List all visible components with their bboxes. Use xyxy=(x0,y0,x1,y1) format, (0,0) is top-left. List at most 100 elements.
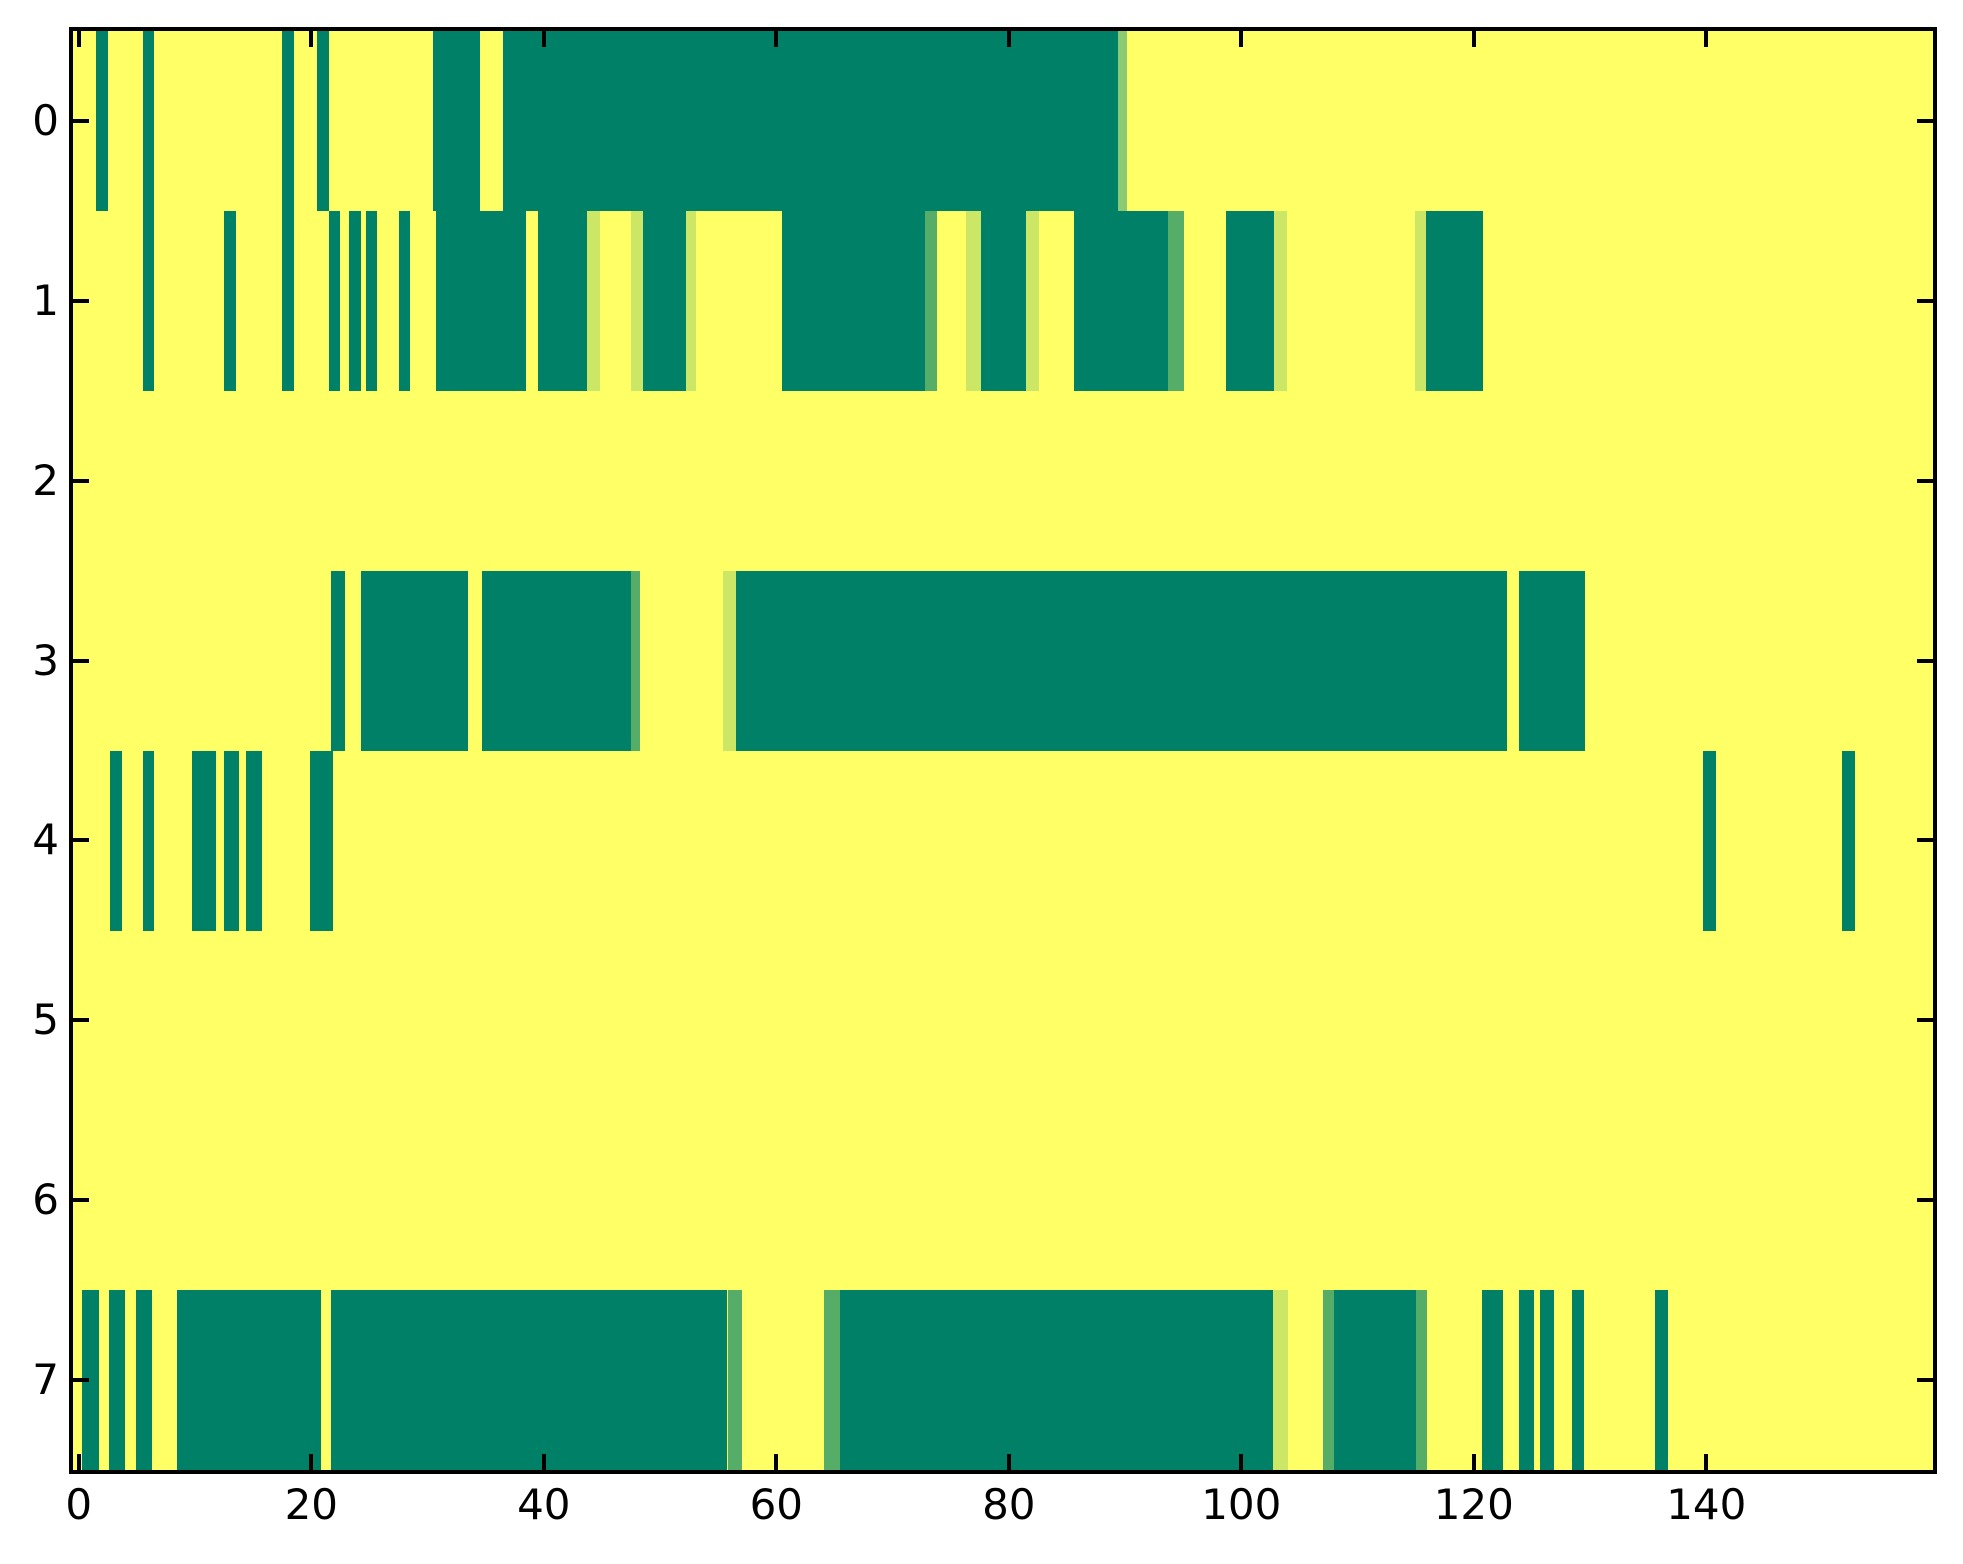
heatmap-segment xyxy=(1540,1290,1555,1470)
heatmap-segment xyxy=(1415,1290,1428,1470)
heatmap-segment xyxy=(980,210,1027,391)
heatmap-segment xyxy=(685,210,697,391)
x-tick-label: 120 xyxy=(1433,1480,1514,1529)
heatmap-segment xyxy=(503,31,1119,211)
heatmap-segment xyxy=(348,210,362,391)
x-tick-label: 20 xyxy=(284,1480,339,1529)
y-tick-right xyxy=(1917,658,1933,663)
y-tick-label: 2 xyxy=(32,455,59,505)
heatmap-segment xyxy=(176,1290,321,1470)
heatmap-segment xyxy=(1226,210,1274,391)
heatmap-segment xyxy=(282,210,294,391)
plot-frame xyxy=(69,27,1937,1474)
heatmap-segment xyxy=(398,210,411,391)
heatmap-segment xyxy=(925,210,937,391)
x-tick-label: 60 xyxy=(749,1480,804,1529)
heatmap-segment xyxy=(142,750,155,931)
heatmap-segment xyxy=(538,210,587,391)
heatmap-segment xyxy=(331,570,345,751)
heatmap-segment xyxy=(328,210,341,391)
heatmap-segment xyxy=(965,210,981,391)
heatmap-segment xyxy=(142,31,155,211)
x-tick-bottom xyxy=(1239,1454,1244,1470)
heatmap-segment xyxy=(1571,1290,1585,1470)
x-tick-label: 140 xyxy=(1666,1480,1747,1529)
y-tick-right xyxy=(1917,478,1933,483)
heatmap-segment xyxy=(224,210,236,391)
heatmap-segment xyxy=(246,750,263,931)
y-tick-label: 1 xyxy=(32,275,59,325)
heatmap-segment xyxy=(482,570,631,751)
y-tick-left xyxy=(73,478,89,483)
x-tick-top xyxy=(1704,31,1709,47)
heatmap-segment xyxy=(310,750,334,931)
heatmap-segment xyxy=(727,1290,742,1470)
y-tick-left xyxy=(73,838,89,843)
heatmap-segment xyxy=(1519,570,1586,751)
heatmap-segment xyxy=(1414,210,1427,391)
y-tick-left xyxy=(73,1378,89,1383)
heatmap-segment xyxy=(433,31,480,211)
y-tick-right xyxy=(1917,298,1933,303)
x-tick-bottom xyxy=(1006,1454,1011,1470)
heatmap-segment xyxy=(331,1290,728,1470)
heatmap-segment xyxy=(82,1290,99,1470)
x-tick-top xyxy=(1471,31,1476,47)
x-tick-bottom xyxy=(309,1454,314,1470)
heatmap-segment xyxy=(1272,1290,1288,1470)
heatmap-segment xyxy=(191,750,216,931)
heatmap-segment xyxy=(840,1290,1273,1470)
heatmap-segment xyxy=(109,1290,126,1470)
y-tick-label: 7 xyxy=(32,1355,59,1405)
x-tick-bottom xyxy=(76,1454,81,1470)
y-tick-label: 3 xyxy=(32,635,59,685)
plot-area xyxy=(73,31,1933,1470)
x-tick-top xyxy=(309,31,314,47)
heatmap-segment xyxy=(435,210,527,391)
x-tick-top xyxy=(541,31,546,47)
heatmap-segment xyxy=(631,210,643,391)
heatmap-segment xyxy=(1655,1290,1668,1470)
heatmap-segment xyxy=(1273,210,1287,391)
heatmap-segment xyxy=(1334,1290,1416,1470)
y-tick-right xyxy=(1917,838,1933,843)
heatmap-segment xyxy=(586,210,600,391)
x-tick-label: 80 xyxy=(982,1480,1036,1529)
y-tick-label: 5 xyxy=(32,995,59,1045)
heatmap-segment xyxy=(1118,31,1128,211)
x-tick-bottom xyxy=(1704,1454,1709,1470)
x-tick-bottom xyxy=(1471,1454,1476,1470)
y-tick-label: 0 xyxy=(32,95,59,145)
y-tick-left xyxy=(73,1198,89,1203)
heatmap-segment xyxy=(142,210,155,391)
x-tick-top xyxy=(76,31,81,47)
heatmap-segment xyxy=(1426,210,1484,391)
y-tick-left xyxy=(73,298,89,303)
heatmap-segment xyxy=(631,570,641,751)
x-tick-label: 100 xyxy=(1201,1480,1282,1529)
x-tick-label: 40 xyxy=(517,1480,571,1529)
heatmap-segment xyxy=(722,570,736,751)
heatmap-segment xyxy=(282,31,294,211)
y-tick-label: 4 xyxy=(32,815,59,865)
heatmap-segment xyxy=(782,210,926,391)
y-tick-right xyxy=(1917,1378,1933,1383)
heatmap-segment xyxy=(317,31,329,211)
heatmap-segment xyxy=(1482,1290,1503,1470)
heatmap-segment xyxy=(1073,210,1169,391)
heatmap-segment xyxy=(1842,750,1856,931)
x-tick-top xyxy=(774,31,779,47)
y-tick-right xyxy=(1917,1198,1933,1203)
y-tick-left xyxy=(73,1018,89,1023)
heatmap-segment xyxy=(135,1290,153,1470)
x-tick-top xyxy=(1239,31,1244,47)
x-tick-label: 0 xyxy=(65,1480,93,1529)
heatmap-segment xyxy=(365,210,378,391)
y-tick-left xyxy=(73,118,89,123)
heatmap-segment xyxy=(110,750,122,931)
heatmap-segment xyxy=(1519,1290,1535,1470)
heatmap-segment xyxy=(1168,210,1185,391)
heatmap-segment xyxy=(642,210,686,391)
y-tick-right xyxy=(1917,118,1933,123)
